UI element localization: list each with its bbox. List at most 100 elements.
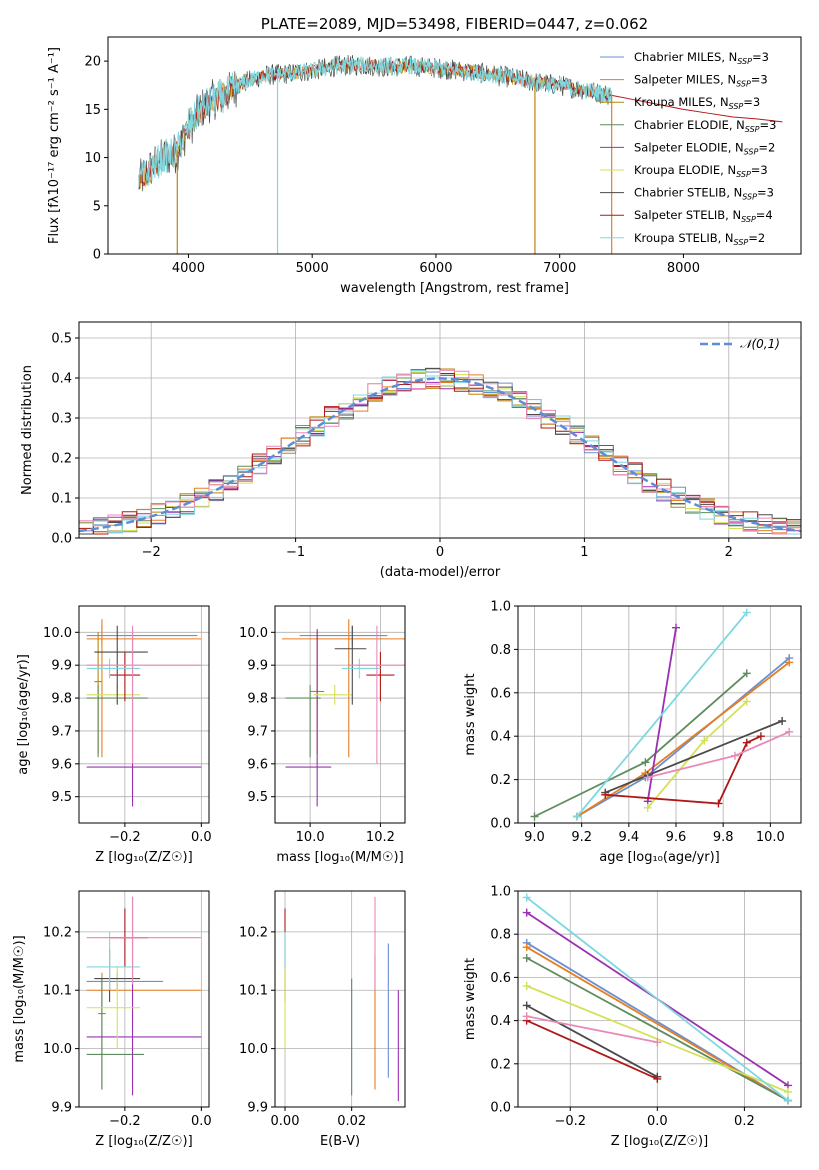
plus-marker [778,717,787,726]
tick-label-y: 0.4 [51,372,72,387]
tick-label-y: 0.2 [490,773,511,788]
data-point [86,619,202,758]
tick-label-y: 0.1 [51,492,72,507]
axes-frame [78,890,210,1108]
tick-label-y: 15 [84,103,101,118]
plus-marker [643,803,652,812]
tick-label-x: −1 [286,545,305,560]
legend-label: Kroupa MILES, NSSP=3 [634,95,760,111]
plus-marker [742,608,751,617]
plus-marker [572,812,581,821]
tick-label-y: 9.5 [247,790,268,805]
data-point [86,896,202,985]
axis-label-y: mass weight [463,958,478,1040]
axis-label-y: Normed distribution [20,365,35,495]
plus-marker [643,773,652,782]
legend-text: =2 [748,231,765,245]
tick-label-y: 0.0 [490,1101,511,1116]
plus-marker [785,727,794,736]
mass_vs_Z-plot [86,896,202,1096]
tick-label-y: 0.8 [490,643,511,658]
tick-label-x: 0 [436,545,444,560]
weight-series-6 [526,1019,658,1080]
residuals-decor: −2 −1 0 1 2 0.0 0.1 0.2 0.3 0.4 0.5 (data-model)/er… [20,321,802,580]
weight-series-2 [534,672,748,818]
plus-marker [641,758,650,767]
axis-label-y: Flux [fλ10⁻¹⁷ erg cm⁻² s⁻¹ A⁻¹] [47,47,62,244]
tick-label-y: 10.0 [43,1042,72,1057]
mass_vs_Z-axes [79,891,209,1108]
axis-label-y: mass [log₁₀(M/M☉)] [12,935,27,1062]
tick-label-y: 9.6 [247,757,268,772]
tick-label-x: −0.2 [109,1114,141,1129]
legend-text: =3 [752,50,769,64]
tick-label-y: 0.2 [51,452,72,467]
tick-label-x: 8000 [667,261,700,276]
age_vs_mass-decor: 10.0 10.2 9.5 9.6 9.7 9.8 9.9 10.0 mass [log₁₀(M… [239,605,406,865]
plus-marker [522,908,531,917]
tick-label-y: 10.0 [43,626,72,641]
data-point [86,625,202,764]
data-point [86,625,198,646]
weight-series-5 [526,1004,658,1078]
legend-text: Salpeter STELIB, N [634,208,741,222]
chart-title: PLATE=2089, MJD=53498, FIBERID=0447, z=0… [261,15,648,33]
plus-marker [714,799,723,808]
tick-label-y: 0.0 [490,817,511,832]
tick-label-y: 20 [84,55,101,70]
axis-label-x: Z [log₁₀(Z/Z☉)] [611,1134,708,1149]
legend-text: Chabrier ELODIE, N [634,118,745,132]
legend-subscript: SSP [741,215,756,224]
legend-text: =3 [760,118,777,132]
weight-series-5 [604,720,783,794]
legend-text: =2 [758,140,775,154]
plus-marker [522,953,531,962]
weight_vs_Z-decor: −0.2 0.0 0.2 0.0 0.2 0.4 0.6 0.8 1.0 Z [log₁₀(Z/Z… [463,885,802,1149]
data-point [341,658,381,679]
plus-marker [783,1096,792,1105]
plus-marker [756,732,765,741]
mass_vs_ebv-axes [275,891,405,1108]
tick-label-x: 1 [580,545,588,560]
data-point [348,625,405,764]
gaussian-curve [79,377,801,533]
weight-series-7 [526,896,789,1102]
tick-label-y: 10.0 [239,626,268,641]
tick-label-y: 9.7 [247,724,268,739]
legend-label: Salpeter MILES, NSSP=3 [634,73,768,89]
data-point [282,619,405,758]
tick-label-x: 10.0 [296,830,325,845]
tick-label-x: 9.8 [713,830,734,845]
axis-label-x: (data-model)/error [380,565,501,580]
tick-label-y: 0.5 [51,332,72,347]
axes-frame [517,605,802,824]
tick-label-y: 0.6 [490,971,511,986]
tick-label-y: 0.2 [490,1057,511,1072]
axes-frame [517,890,802,1108]
legend-text: Chabrier STELIB, N [634,186,742,200]
tick-label-y: 9.6 [51,757,72,772]
tick-label-x: 0.0 [191,830,212,845]
legend-label: 𝒩(0,1) [740,337,780,351]
model-continuation [609,94,783,123]
legend-text: Chabrier MILES, N [634,50,737,64]
legend-label: Salpeter ELODIE, NSSP=2 [634,140,775,156]
tick-label-y: 0.3 [51,412,72,427]
tick-label-y: 9.7 [51,724,72,739]
tick-label-x: 4000 [172,261,205,276]
legend-label: Chabrier ELODIE, NSSP=3 [634,118,776,134]
legend-subscript: SSP [734,238,749,247]
tick-label-x: 0.2 [734,1114,755,1129]
legend-subscript: SSP [736,170,751,179]
tick-label-y: 9.8 [51,692,72,707]
axes-frame [107,36,802,255]
tick-label-y: 10.1 [43,984,72,999]
tick-label-x: 0.00 [271,1114,300,1129]
data-point [86,896,202,1096]
tick-label-x: 7000 [543,261,576,276]
mass_vs_Z-decor: −0.2 0.0 9.9 10.0 10.1 10.2 Z [log₁₀(Z/Z☉)] mas… [12,890,212,1149]
plus-marker [700,736,709,745]
plus-marker [522,982,531,991]
plus-marker [653,1074,662,1083]
